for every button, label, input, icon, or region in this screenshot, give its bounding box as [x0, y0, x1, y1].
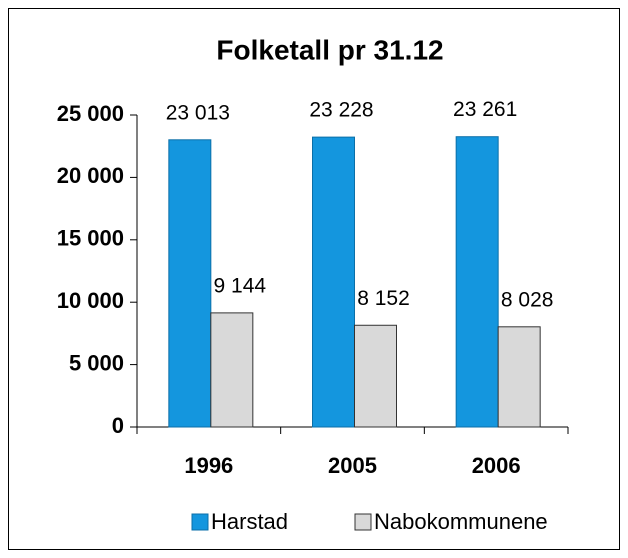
y-tick-label: 15 000	[57, 226, 124, 251]
bar	[312, 136, 355, 428]
value-label: 23 013	[166, 101, 230, 124]
legend-label: Nabokommunene	[374, 509, 548, 534]
y-tick-label: 25 000	[57, 101, 124, 126]
bar	[497, 326, 541, 428]
y-tick-label: 0	[112, 413, 124, 438]
x-tick-label: 1996	[184, 453, 233, 478]
legend-swatch	[354, 513, 372, 531]
x-tick-label: 2006	[472, 453, 521, 478]
y-tick-label: 5 000	[69, 350, 124, 375]
value-label: 8 152	[357, 287, 410, 310]
chart-title: Folketall pr 31.12	[216, 34, 443, 65]
y-tick-label: 20 000	[57, 163, 124, 188]
bar	[354, 324, 397, 428]
x-tick-label: 2005	[328, 453, 377, 478]
bar	[210, 312, 254, 428]
legend-label: Harstad	[211, 509, 288, 534]
bar	[455, 136, 499, 428]
value-label: 23 228	[309, 99, 373, 122]
value-label: 23 261	[453, 98, 517, 121]
y-tick-label: 10 000	[57, 288, 124, 313]
legend-swatch	[191, 513, 209, 531]
bar	[168, 139, 212, 428]
value-label: 8 028	[501, 288, 554, 311]
value-label: 9 144	[214, 274, 267, 297]
